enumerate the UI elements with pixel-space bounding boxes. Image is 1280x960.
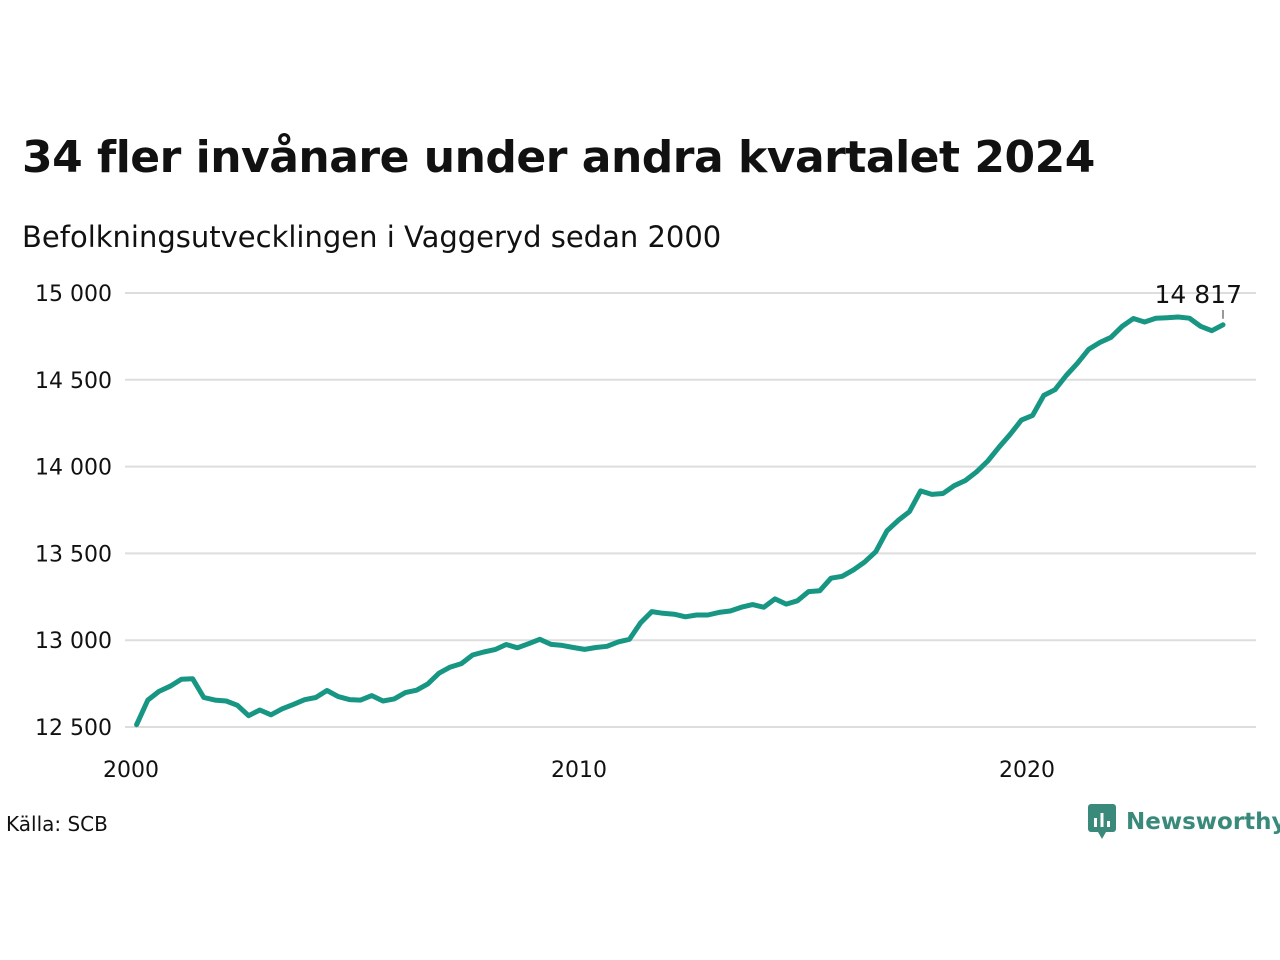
x-tick-label: 2000 xyxy=(103,758,159,783)
last-value-label: 14 817 xyxy=(1155,280,1242,309)
y-tick-label: 14 000 xyxy=(35,456,112,481)
y-tick-label: 15 000 xyxy=(35,282,112,307)
chart-title: 34 fler invånare under andra kvartalet 2… xyxy=(22,132,1095,183)
source-label: Källa: SCB xyxy=(6,812,108,836)
chart-subtitle: Befolkningsutvecklingen i Vaggeryd sedan… xyxy=(22,220,722,254)
y-tick-label: 13 500 xyxy=(35,542,112,567)
brand-name: Newsworthy xyxy=(1126,809,1280,835)
y-tick-label: 13 000 xyxy=(35,629,112,654)
x-tick-label: 2010 xyxy=(551,758,607,783)
y-tick-label: 14 500 xyxy=(35,369,112,394)
brand-logo[interactable]: Newsworthy xyxy=(1088,804,1280,840)
newsworthy-logo-icon xyxy=(1088,804,1116,839)
series-line xyxy=(134,314,1226,728)
x-tick-label: 2020 xyxy=(999,758,1055,783)
y-tick-label: 12 500 xyxy=(35,716,112,741)
